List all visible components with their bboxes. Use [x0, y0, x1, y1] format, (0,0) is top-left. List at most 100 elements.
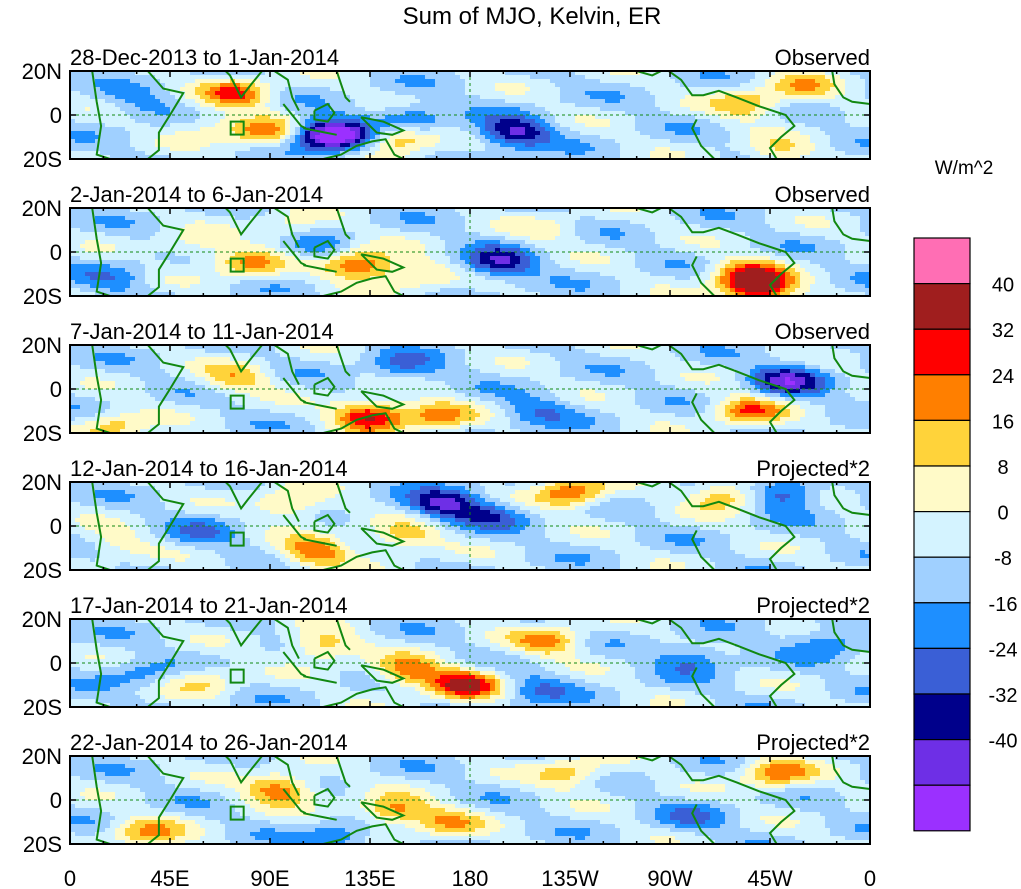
colorbar-tick-label: 24	[992, 366, 1014, 388]
x-tick-label: 45E	[150, 866, 189, 889]
y-tick-label: 20N	[22, 196, 62, 221]
colorbar-tick-label: 32	[992, 320, 1014, 342]
coastline	[360, 801, 406, 821]
coastline	[147, 71, 185, 159]
coastline	[636, 756, 796, 844]
y-tick-label: 20N	[22, 607, 62, 632]
coastline	[636, 619, 796, 707]
coastline	[303, 401, 337, 410]
panel-status: Projected*2	[756, 730, 870, 755]
coastline	[360, 664, 406, 684]
colorbar-band	[913, 693, 971, 741]
y-tick-label: 20N	[22, 333, 62, 358]
coastline	[323, 686, 404, 707]
coastline	[360, 390, 406, 410]
coastline	[303, 127, 337, 136]
colorbar-band	[913, 738, 971, 786]
panel-3: 20N 0 20S 7-Jan-2014 to 11-Jan-2014 Observed	[22, 319, 871, 446]
colorbar: W/m^2 40 32 24 16 8 0 -8 -16 -24 -32 -40	[913, 158, 1018, 832]
colorbar-band	[913, 374, 971, 421]
colorbar-tick-label: -40	[989, 731, 1018, 753]
coastline	[198, 482, 300, 523]
colorbar-band	[913, 556, 971, 604]
y-tick-label: 20S	[23, 284, 62, 309]
coastline	[147, 208, 185, 296]
coastline	[335, 71, 351, 103]
panel-5: 20N 0 20S 17-Jan-2014 to 21-Jan-2014 Project…	[22, 593, 871, 720]
coastline	[831, 756, 870, 790]
coastline	[691, 666, 716, 707]
coastline	[303, 812, 337, 821]
coastline	[831, 208, 870, 242]
coastline	[335, 482, 351, 514]
panel-6: 20N 0 20S 22-Jan-2014 to 26-Jan-2014 Project…	[22, 730, 871, 857]
coastline	[691, 118, 716, 159]
coastline	[323, 549, 404, 570]
coastline	[636, 208, 796, 296]
coastline	[691, 803, 716, 844]
coastline	[147, 756, 185, 844]
coastline	[303, 264, 337, 273]
coastline	[147, 345, 185, 433]
panel-1: 20N 0 20S 28-Dec-2013 to 1-Jan-2014 Observed	[22, 45, 871, 172]
coastline	[323, 138, 404, 159]
x-axis: 0 45E 90E 135E 180 135W 90W 45W 0	[64, 866, 876, 889]
colorbar-band	[913, 647, 971, 695]
panel-dates: 12-Jan-2014 to 16-Jan-2014	[70, 456, 348, 481]
colorbar-tick-label: -16	[989, 594, 1018, 616]
coastline	[831, 619, 870, 653]
panel-status: Observed	[775, 182, 870, 207]
x-tick-label: 45W	[747, 866, 792, 889]
x-tick-label: 90E	[250, 866, 289, 889]
index-box	[229, 257, 245, 273]
colorbar-band	[913, 511, 971, 558]
coastline	[335, 208, 351, 240]
coastline	[198, 71, 300, 112]
y-tick-label: 0	[50, 514, 62, 539]
coastline	[323, 823, 404, 844]
colorbar-band	[913, 602, 971, 649]
coastline	[313, 513, 336, 534]
panel-2: 20N 0 20S 2-Jan-2014 to 6-Jan-2014 Observed	[22, 182, 871, 309]
chart-title: Sum of MJO, Kelvin, ER	[403, 3, 662, 30]
x-tick-label: 180	[452, 866, 489, 889]
panel-field	[70, 482, 870, 570]
coastline	[691, 392, 716, 433]
coastline	[636, 71, 796, 159]
colorbar-tick-label: -32	[989, 685, 1018, 707]
coastline	[198, 619, 300, 660]
panel-dates: 22-Jan-2014 to 26-Jan-2014	[70, 730, 348, 755]
coastline	[636, 345, 796, 433]
y-tick-label: 0	[50, 240, 62, 265]
panel-status: Projected*2	[756, 593, 870, 618]
coastline	[360, 527, 406, 547]
coastline	[91, 619, 111, 707]
panel-field	[70, 208, 870, 296]
coastline	[91, 756, 111, 844]
y-tick-label: 20S	[23, 832, 62, 857]
coastline	[691, 255, 716, 296]
y-tick-label: 20N	[22, 59, 62, 84]
coastline	[691, 529, 716, 570]
coastline	[360, 116, 406, 136]
coastline	[313, 376, 336, 397]
x-tick-label: 90W	[647, 866, 692, 889]
colorbar-tick-label: 8	[997, 457, 1008, 479]
colorbar-tick-label: -24	[989, 639, 1018, 661]
y-tick-label: 20S	[23, 147, 62, 172]
y-tick-label: 0	[50, 377, 62, 402]
coastline	[147, 619, 185, 707]
coastline	[313, 787, 336, 808]
coastline	[335, 345, 351, 377]
y-tick-label: 0	[50, 651, 62, 676]
coastline	[323, 275, 404, 296]
coastline	[323, 412, 404, 433]
x-tick-label: 135W	[541, 866, 599, 889]
coastline	[313, 102, 336, 123]
y-tick-label: 0	[50, 788, 62, 813]
y-tick-label: 20N	[22, 744, 62, 769]
coastline	[335, 756, 351, 788]
index-box	[229, 120, 245, 136]
colorbar-tick-label: 40	[992, 275, 1014, 297]
panel-status: Projected*2	[756, 456, 870, 481]
